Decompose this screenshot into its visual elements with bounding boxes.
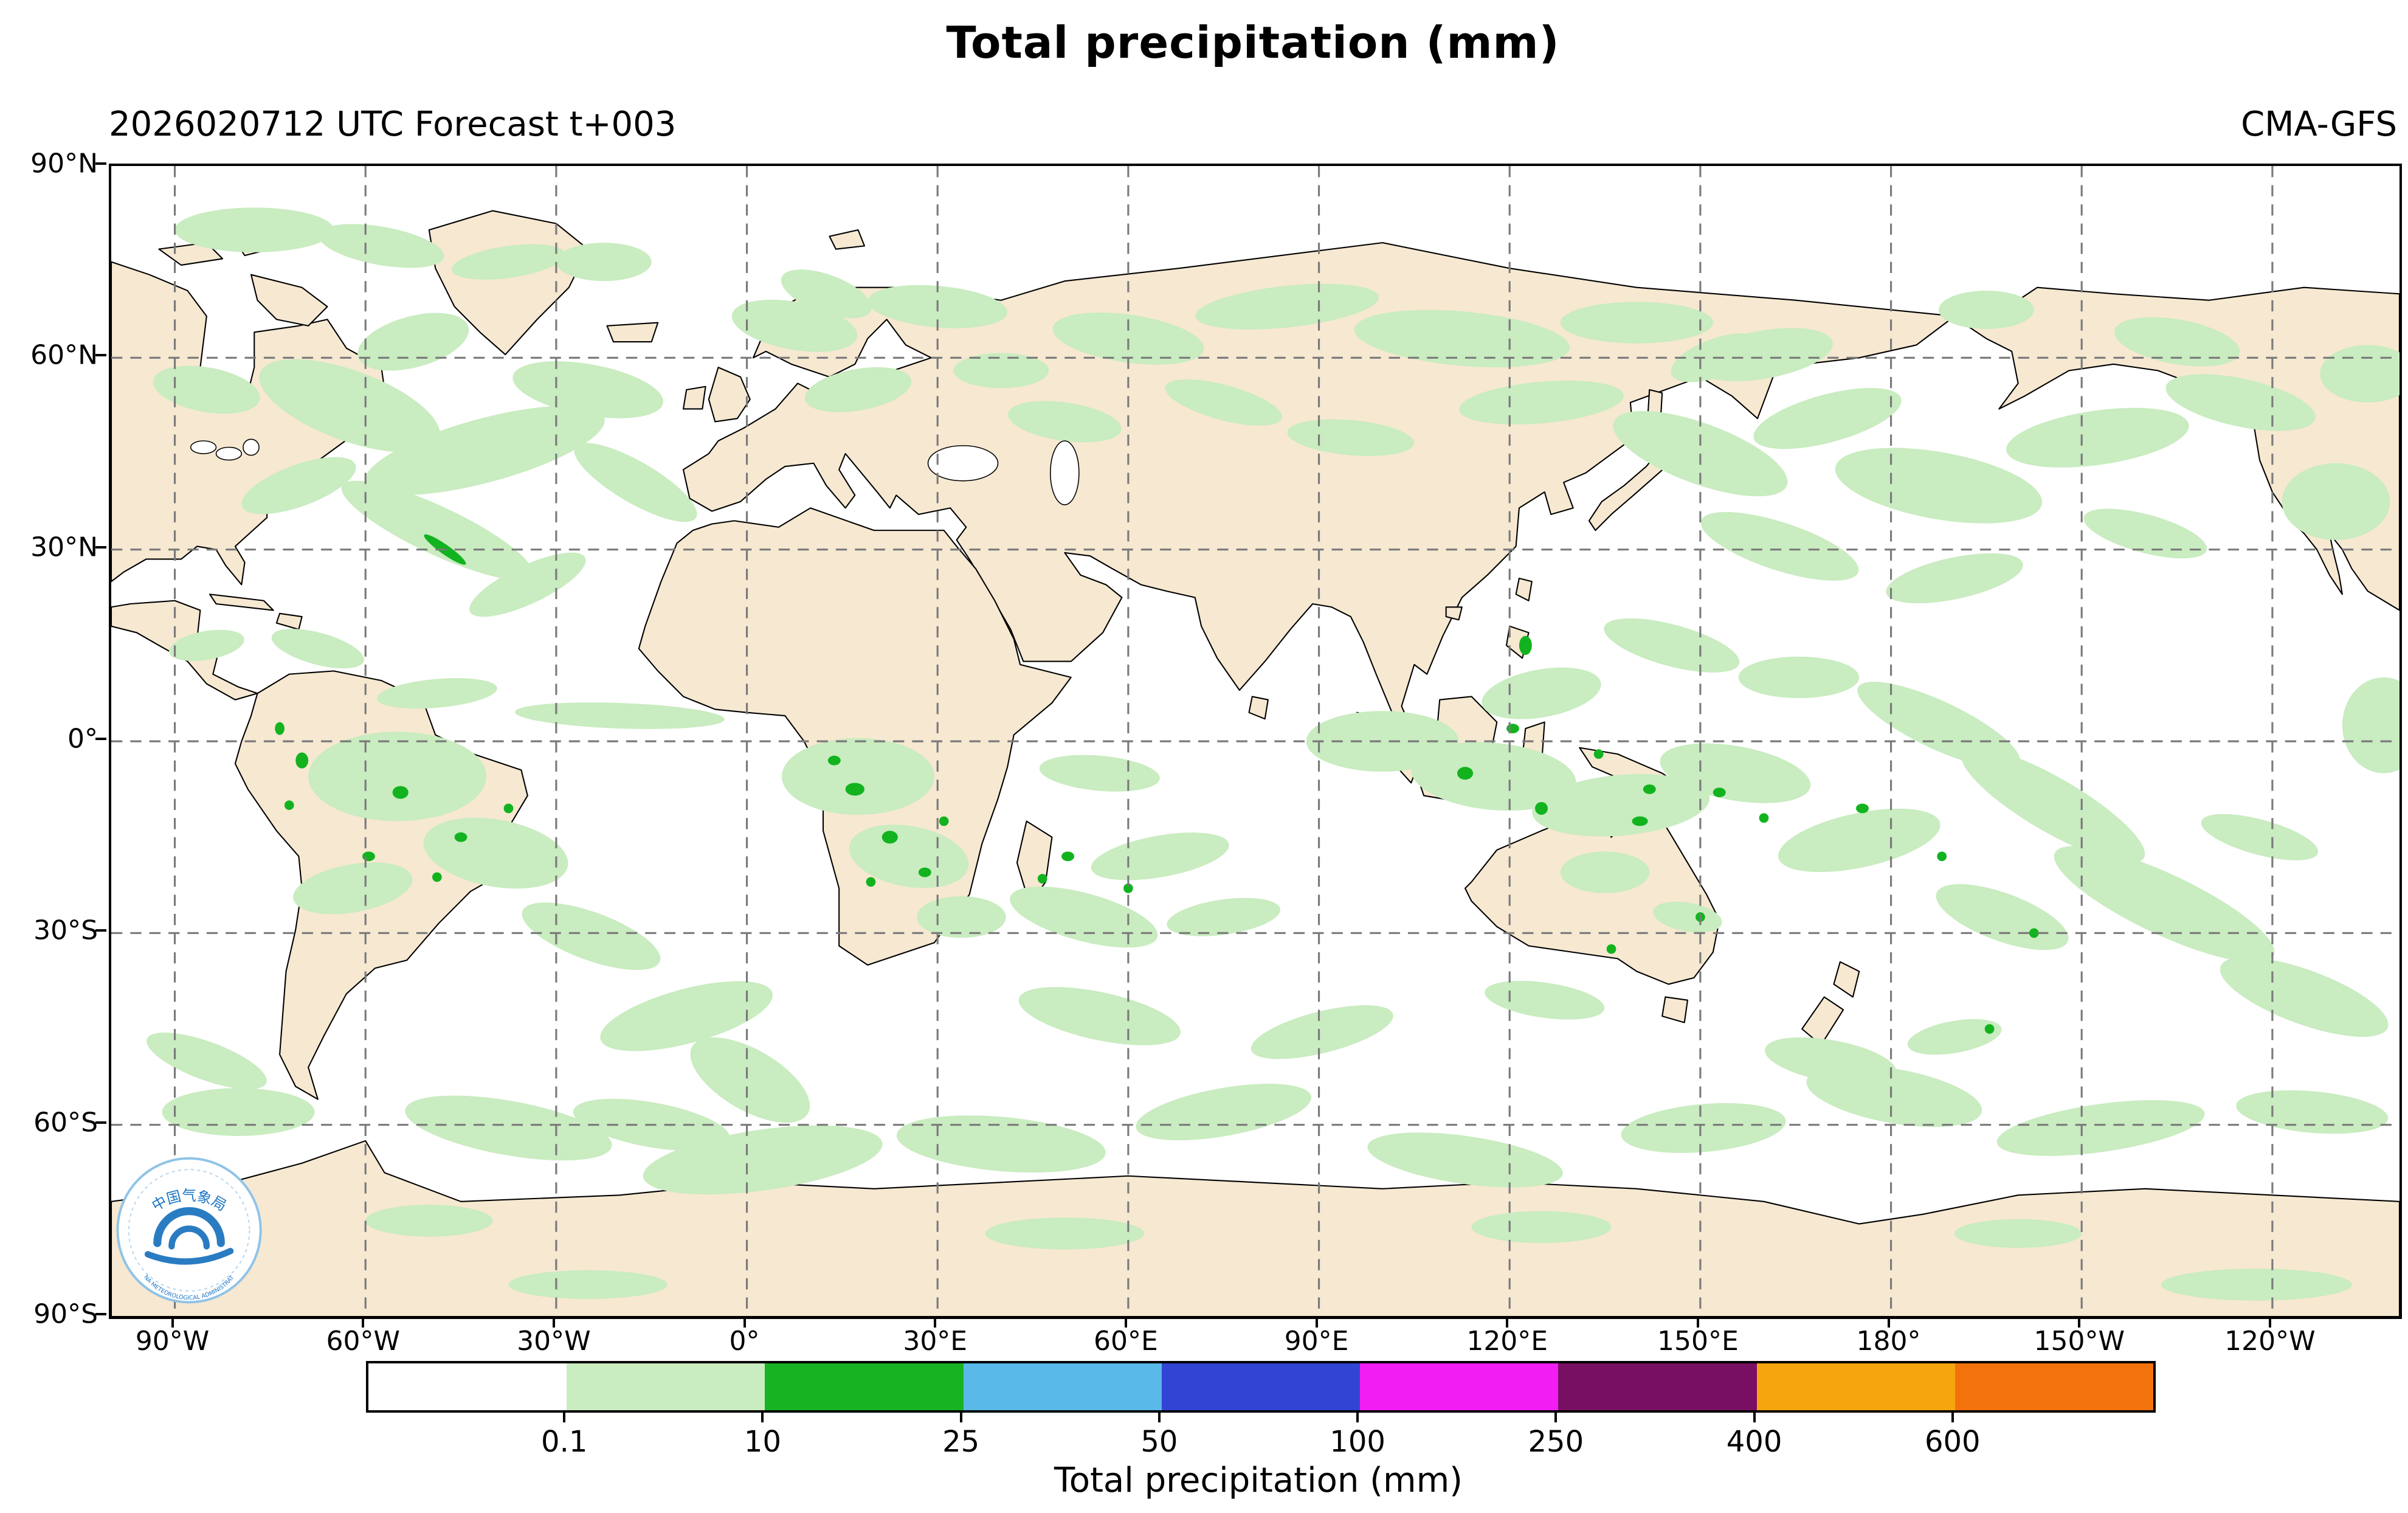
colorbar-tick [959,1413,962,1422]
logo-ring [128,1169,250,1292]
colorbar [366,1361,2156,1413]
xtick-mark [1696,1317,1699,1328]
colorbar-caption: Total precipitation (mm) [1054,1461,1463,1500]
xtick-label: 90°E [1284,1326,1349,1357]
ytick-mark [95,162,106,165]
xtick-label: 60°E [1093,1326,1158,1357]
forecast-subtitle: 2026020712 UTC Forecast t+003 [109,105,677,144]
xtick-mark [1887,1317,1890,1328]
colorbar-segment [567,1363,765,1410]
xtick-label: 120°W [2224,1326,2316,1357]
antarctica [111,1140,2399,1317]
xtick-mark [934,1317,937,1328]
model-label: CMA-GFS [2241,105,2397,144]
xtick-mark [2268,1317,2271,1328]
colorbar-segment [1161,1363,1361,1410]
colorbar-tick-label: 10 [743,1425,781,1459]
colorbar-segment [1954,1363,2153,1410]
ytick-label: 90°N [30,148,98,179]
xtick-label: 90°W [135,1326,210,1357]
ytick-mark [95,929,106,932]
xtick-mark [552,1317,555,1328]
logo-cloud-swoosh [144,1248,234,1265]
ytick-label: 60°N [30,339,98,371]
colorbar-tick-label: 0.1 [541,1425,588,1459]
colorbar-segment [1558,1363,1757,1410]
colorbar-tick [1157,1413,1161,1422]
xtick-label: 120°E [1466,1326,1548,1357]
ytick-label: 0° [67,723,98,755]
caribbean-islands [209,594,303,631]
colorbar-tick [1554,1413,1558,1422]
british-isles [682,367,751,423]
page-title: Total precipitation (mm) [946,17,1560,68]
colorbar-segment [368,1363,567,1410]
xtick-label: 150°W [2034,1326,2125,1357]
baffin-island [250,274,328,327]
colorbar-tick [1356,1413,1359,1422]
ytick-mark [95,545,106,549]
landmasses [111,210,2399,1317]
colorbar-segment [1360,1363,1559,1410]
xtick-mark [171,1317,174,1328]
ytick-mark [95,354,106,357]
colorbar-tick [1753,1413,1756,1422]
ytick-label: 30°S [33,915,98,946]
xtick-mark [743,1317,746,1328]
xtick-label: 180° [1856,1326,1921,1357]
colorbar-segment [765,1363,964,1410]
colorbar-segment [963,1363,1162,1410]
colorbar-tick-label: 50 [1140,1425,1178,1459]
colorbar-segment [1756,1363,1955,1410]
colorbar-tick [1951,1413,1954,1422]
xtick-mark [1315,1317,1318,1328]
ytick-label: 30°N [30,531,98,563]
xtick-label: 150°E [1657,1326,1739,1357]
ytick-mark [95,1313,106,1315]
xtick-label: 30°W [517,1326,591,1357]
xtick-mark [2078,1317,2081,1328]
colorbar-tick-label: 400 [1726,1425,1782,1459]
cma-logo: 中国气象局 CHINA METEOROLOGICAL ADMINISTRATIO… [116,1157,262,1304]
colorbar-tick-label: 600 [1924,1425,1981,1459]
colorbar-tick-label: 25 [942,1425,980,1459]
ytick-mark [95,738,106,740]
xtick-mark [362,1317,365,1328]
iceland [606,322,659,343]
ytick-mark [95,1121,106,1124]
map-canvas: 中国气象局 CHINA METEOROLOGICAL ADMINISTRATIO… [111,166,2399,1317]
xtick-label: 30°E [903,1326,968,1357]
xtick-mark [1506,1317,1509,1328]
ytick-label: 60°S [33,1107,98,1138]
colorbar-tick-label: 250 [1528,1425,1584,1459]
logo-cloud-outer [153,1207,225,1247]
colorbar-tick-label: 100 [1330,1425,1385,1459]
colorbar-tick [563,1413,566,1422]
xtick-label: 60°W [326,1326,400,1357]
logo-cloud-inner [168,1225,210,1250]
xtick-label: 0° [729,1326,760,1357]
xtick-mark [1124,1317,1127,1328]
graticule [111,166,2399,1317]
colorbar-tick [761,1413,764,1422]
ytick-label: 90°S [33,1298,98,1330]
lakes [190,438,1080,505]
world-map: 中国气象局 CHINA METEOROLOGICAL ADMINISTRATIO… [109,164,2402,1319]
